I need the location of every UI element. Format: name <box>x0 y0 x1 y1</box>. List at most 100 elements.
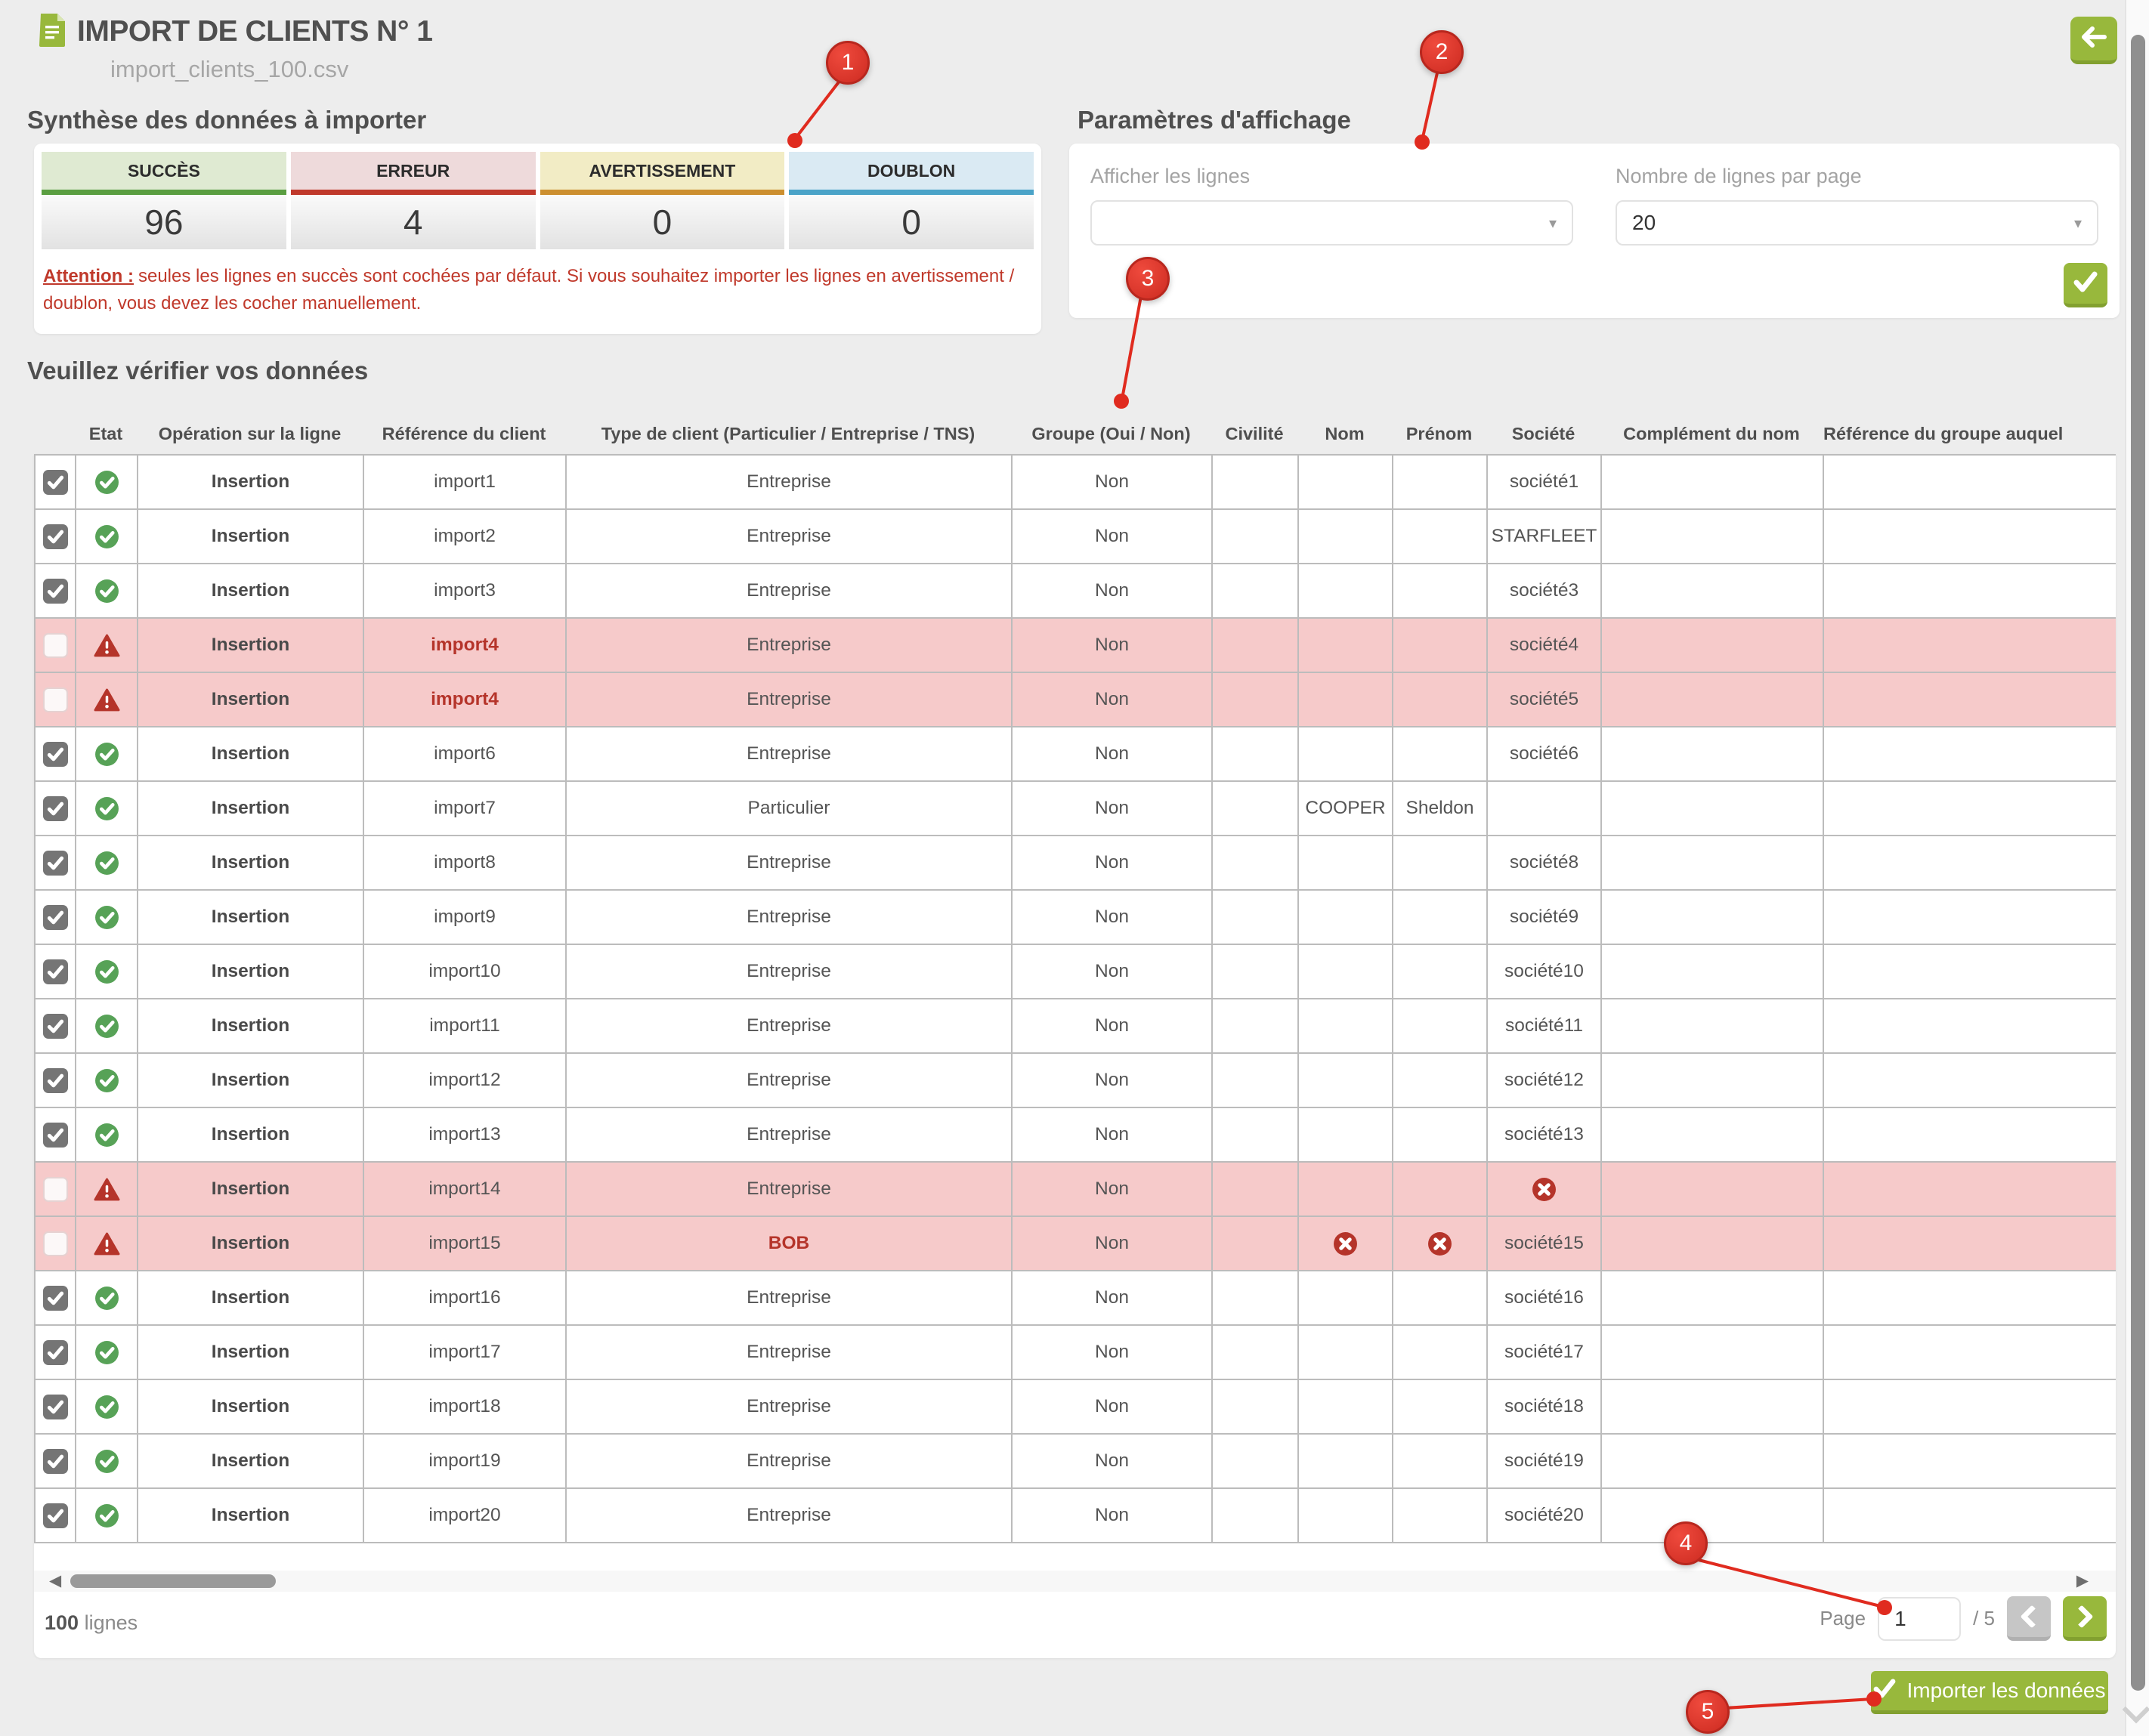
cell-prenom <box>1392 563 1488 619</box>
display-params-heading: Paramètres d'affichage <box>1078 106 1351 134</box>
page-number-input[interactable] <box>1878 1596 1962 1641</box>
cell-groupe: Non <box>1011 1487 1213 1543</box>
row-checkbox[interactable] <box>42 850 68 876</box>
table-row: Insertion import15 BOB Non société15 <box>34 1216 2116 1271</box>
row-checkbox[interactable] <box>42 1448 68 1474</box>
scroll-left-icon[interactable]: ◀ <box>49 1572 62 1589</box>
cell-societe: société18 <box>1486 1379 1602 1435</box>
cell-prenom <box>1392 1487 1488 1543</box>
cell-operation: Insertion <box>137 454 364 510</box>
row-checkbox[interactable] <box>42 578 68 604</box>
cell-civilite <box>1211 944 1299 999</box>
row-checkbox[interactable] <box>42 1503 68 1528</box>
vertical-scrollbar-thumb[interactable] <box>2131 35 2145 1691</box>
row-checkbox[interactable] <box>42 1013 68 1039</box>
chevron-left-icon <box>2020 1605 2044 1629</box>
annotation-badge-2: 2 <box>1420 30 1464 74</box>
cell-civilite <box>1211 998 1299 1054</box>
success-status-icon <box>94 742 119 766</box>
cell-nom <box>1297 944 1393 999</box>
cell-ref_groupe <box>1823 1324 2116 1380</box>
cell-prenom <box>1392 1107 1488 1163</box>
success-status-icon <box>94 1503 119 1527</box>
cell-operation: Insertion <box>137 835 364 891</box>
row-checkbox[interactable] <box>42 469 68 495</box>
horizontal-scrollbar-thumb[interactable] <box>70 1574 277 1588</box>
summary-box-value: 0 <box>789 195 1034 249</box>
cell-complement <box>1600 726 1824 782</box>
cell-reference: import6 <box>363 726 567 782</box>
cell-type: Entreprise <box>565 1107 1013 1163</box>
row-checkbox[interactable] <box>42 1231 68 1256</box>
cell-nom <box>1297 889 1393 945</box>
next-page-button[interactable] <box>2063 1596 2107 1641</box>
horizontal-scrollbar[interactable]: ◀ ▶ <box>34 1571 2116 1592</box>
column-header: Opération sur la ligne <box>158 423 342 443</box>
cell-civilite <box>1211 1487 1299 1543</box>
cell-type: Entreprise <box>565 672 1013 727</box>
cell-reference: import4 <box>363 672 567 727</box>
annotation-badge-3: 3 <box>1126 257 1170 301</box>
row-checkbox[interactable] <box>42 524 68 549</box>
row-checkbox[interactable] <box>42 1394 68 1419</box>
cell-civilite <box>1211 1324 1299 1380</box>
scroll-right-icon[interactable]: ▶ <box>2076 1572 2089 1589</box>
import-data-button[interactable]: Importer les données <box>1871 1671 2108 1714</box>
cell-ref_groupe <box>1823 508 2116 564</box>
summary-box-succes: SUCCÈS 96 <box>42 152 286 249</box>
cell-societe <box>1486 780 1602 836</box>
cell-complement <box>1600 1107 1824 1163</box>
cell-groupe: Non <box>1011 1107 1213 1163</box>
table-header-row: Etat Opération sur la ligne Référence du c… <box>34 412 2116 454</box>
lines-per-page-select[interactable]: 20 ▾ <box>1616 200 2098 246</box>
row-checkbox[interactable] <box>42 1122 68 1148</box>
show-lines-label: Afficher les lignes <box>1090 165 1251 187</box>
cell-complement <box>1600 508 1824 564</box>
row-checkbox[interactable] <box>42 687 68 712</box>
cell-reference: import17 <box>363 1324 567 1380</box>
cell-societe: société15 <box>1486 1216 1602 1271</box>
cell-societe: société1 <box>1486 454 1602 510</box>
table-row: Insertion import1 Entreprise Non société1 <box>34 454 2116 510</box>
apply-display-params-button[interactable] <box>2064 263 2107 307</box>
table-row: Insertion import17 Entreprise Non société17 <box>34 1324 2116 1380</box>
cell-civilite <box>1211 617 1299 673</box>
row-checkbox[interactable] <box>42 959 68 984</box>
cell-complement <box>1600 672 1824 727</box>
success-status-icon <box>94 1068 119 1092</box>
row-checkbox[interactable] <box>42 632 68 658</box>
cell-civilite <box>1211 835 1299 891</box>
annotation-badge-1: 1 <box>826 41 870 85</box>
cell-ref_groupe <box>1823 454 2116 510</box>
previous-page-button[interactable] <box>2007 1596 2051 1641</box>
table-panel: Insertion import1 Entreprise Non société1 Ins… <box>34 454 2116 1658</box>
row-checkbox[interactable] <box>42 904 68 930</box>
success-status-icon <box>94 905 119 929</box>
column-header: Référence du client <box>382 423 546 443</box>
column-header: Nom <box>1325 423 1365 443</box>
cell-prenom <box>1392 944 1488 999</box>
column-header <box>34 412 75 454</box>
cell-reference: import20 <box>363 1487 567 1543</box>
cell-ref_groupe <box>1823 672 2116 727</box>
row-checkbox[interactable] <box>42 1285 68 1311</box>
row-count-suffix: lignes <box>84 1611 138 1634</box>
row-checkbox[interactable] <box>42 795 68 821</box>
row-checkbox[interactable] <box>42 741 68 767</box>
cell-complement <box>1600 454 1824 510</box>
back-button[interactable] <box>2070 17 2117 64</box>
row-checkbox[interactable] <box>42 1339 68 1365</box>
cell-complement <box>1600 563 1824 619</box>
summary-warning-text: seules les lignes en succès sont cochées… <box>43 266 1015 314</box>
cell-societe: société20 <box>1486 1487 1602 1543</box>
summary-panel: SUCCÈS 96 ERREUR 4 AVERTISSEMENT 0 DOUBL… <box>34 144 1041 334</box>
cell-groupe: Non <box>1011 998 1213 1054</box>
row-checkbox[interactable] <box>42 1067 68 1093</box>
cell-prenom <box>1392 617 1488 673</box>
show-lines-select[interactable]: ▾ <box>1090 200 1573 246</box>
cell-societe: société19 <box>1486 1433 1602 1489</box>
column-header: Groupe (Oui / Non) <box>1031 423 1191 443</box>
cell-groupe: Non <box>1011 1270 1213 1326</box>
row-checkbox[interactable] <box>42 1176 68 1202</box>
cell-reference: import8 <box>363 835 567 891</box>
